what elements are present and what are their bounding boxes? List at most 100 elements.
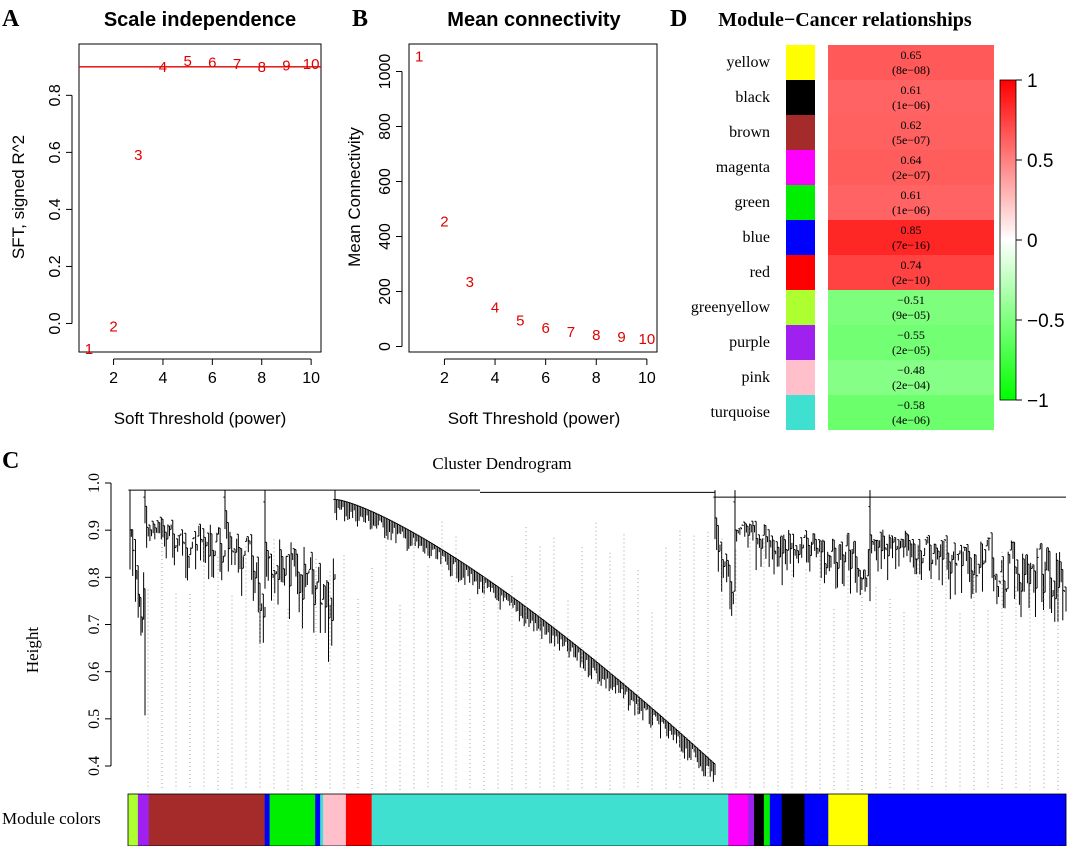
p-value: (2e−05): [892, 343, 930, 357]
panel-d-title: Module−Cancer relationships: [718, 9, 972, 31]
data-point-label: 6: [208, 55, 216, 72]
panel-b-ylabel: Mean Connectivity: [345, 127, 364, 267]
module-swatch: [786, 150, 815, 185]
module-colors-label: Module colors: [2, 809, 101, 828]
heatmap-cell: [828, 185, 994, 220]
data-point-label: 2: [109, 318, 117, 335]
dendro-y-tick-label: 0.5: [86, 709, 103, 729]
y-tick-label: 0: [377, 342, 394, 351]
panel-a-ylabel: SFT, signed R^2: [9, 135, 28, 259]
x-tick-label: 2: [109, 370, 118, 387]
panel-letter-d: D: [670, 6, 687, 32]
panel-c-cluster-dendrogram: Cluster Dendrogram Height Module colors …: [2, 454, 1067, 846]
correlation-value: −0.55: [897, 328, 925, 342]
data-point-label: 3: [134, 147, 142, 164]
x-tick-label: 4: [159, 370, 168, 387]
p-value: (5e−07): [892, 133, 930, 147]
module-label: turquoise: [710, 404, 770, 421]
module-color-segment: [323, 794, 347, 846]
data-point-label: 8: [592, 327, 600, 344]
panel-d-module-trait-heatmap: Module−Cancer relationships yellow 0.65(8…: [691, 9, 1065, 430]
module-label: brown: [729, 124, 770, 141]
module-label: red: [750, 264, 770, 281]
dendrogram-tree: [128, 489, 1067, 790]
module-color-segment: [320, 794, 324, 846]
correlation-value: 0.62: [901, 118, 922, 132]
p-value: (8e−08): [892, 63, 930, 77]
correlation-value: −0.58: [897, 398, 925, 412]
y-tick-label: 1000: [377, 54, 394, 90]
panel-a-title: Scale independence: [104, 9, 296, 31]
x-tick-label: 10: [302, 370, 320, 387]
module-swatch: [786, 255, 815, 290]
p-value: (2e−04): [892, 378, 930, 392]
correlation-value: −0.51: [897, 293, 925, 307]
data-point-label: 8: [258, 59, 266, 76]
panel-b-title: Mean connectivity: [447, 9, 621, 31]
correlation-value: −0.48: [897, 363, 925, 377]
module-color-segment: [315, 794, 321, 846]
module-color-segment: [781, 794, 805, 846]
colorbar-tick-label: 0.5: [1027, 151, 1053, 172]
module-label: greenyellow: [691, 299, 771, 316]
module-color-segment: [269, 794, 316, 846]
dendro-y-tick-label: 0.4: [86, 756, 103, 776]
plot-frame: [78, 43, 322, 353]
dendro-y-tick-label: 0.9: [86, 520, 103, 540]
data-point-label: 10: [303, 56, 320, 73]
module-color-bar-frame: [127, 793, 1067, 846]
module-color-segment: [763, 794, 771, 846]
data-point-label: 4: [159, 59, 167, 76]
data-point-label: 3: [466, 274, 474, 291]
panel-c-title: Cluster Dendrogram: [432, 454, 571, 473]
module-color-segment: [804, 794, 829, 846]
module-swatch: [786, 360, 815, 395]
panel-letter-c: C: [2, 448, 19, 474]
p-value: (9e−05): [892, 308, 930, 322]
correlation-value: 0.85: [901, 223, 922, 237]
data-point-label: 5: [183, 53, 191, 70]
p-value: (1e−06): [892, 98, 930, 112]
correlation-value: 0.65: [901, 48, 922, 62]
module-color-segment: [769, 794, 783, 846]
data-point-label: 6: [541, 320, 549, 337]
module-color-segment: [264, 794, 270, 846]
module-color-segment: [867, 794, 1067, 846]
module-swatch: [786, 185, 815, 220]
panel-c-ylabel: Height: [23, 627, 42, 674]
colorbar-tick-label: −0.5: [1027, 311, 1065, 332]
plot-frame: [408, 43, 658, 353]
data-point-label: 2: [440, 213, 448, 230]
module-swatch: [786, 395, 815, 430]
x-tick-label: 8: [257, 370, 266, 387]
module-color-segment: [137, 794, 150, 846]
module-color-segment: [128, 794, 139, 846]
y-tick-label: 0.2: [47, 255, 64, 277]
panel-a-scale-independence: Scale independence Soft Threshold (power…: [9, 9, 322, 428]
panel-letter-a: A: [2, 6, 20, 32]
module-label: blue: [742, 229, 770, 246]
module-color-segment: [753, 794, 765, 846]
module-label: yellow: [726, 54, 770, 71]
module-swatch: [786, 45, 815, 80]
module-label: black: [735, 89, 770, 106]
correlation-value: 0.61: [901, 188, 922, 202]
correlation-value: 0.64: [901, 153, 922, 167]
x-tick-label: 4: [491, 370, 500, 387]
data-point-label: 1: [415, 48, 423, 65]
dendro-y-tick-label: 0.7: [86, 615, 103, 635]
module-color-segment: [728, 794, 749, 846]
colorbar-tick-label: 0: [1027, 231, 1038, 252]
module-label: magenta: [716, 159, 770, 176]
module-color-segment: [748, 794, 755, 846]
heatmap-cell: [828, 45, 994, 80]
panel-b-mean-connectivity: Mean connectivity Soft Threshold (power)…: [345, 9, 658, 428]
data-point-label: 1: [85, 341, 93, 358]
x-tick-label: 6: [541, 370, 550, 387]
dendro-y-tick-label: 0.6: [86, 662, 103, 682]
p-value: (4e−06): [892, 413, 930, 427]
heatmap-cell: [828, 395, 994, 430]
module-label: pink: [742, 369, 770, 386]
data-point-label: 9: [282, 57, 290, 74]
